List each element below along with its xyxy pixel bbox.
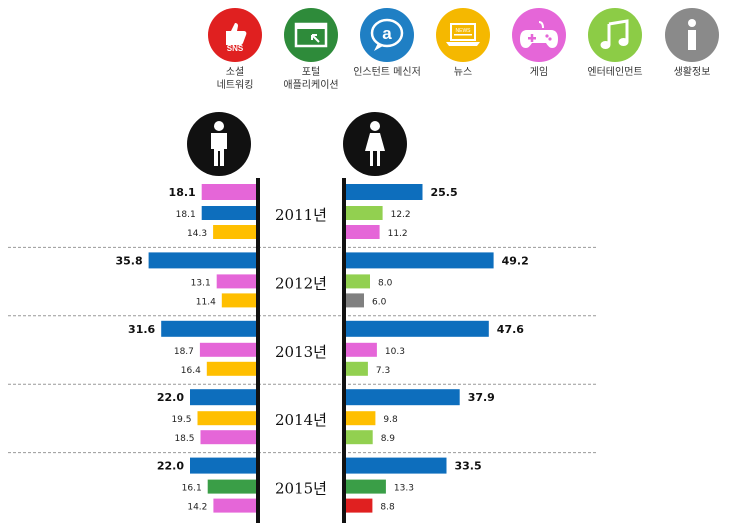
legend-item-life: 생활정보	[652, 8, 732, 79]
year-label: 2011년	[275, 206, 327, 224]
male-value-label: 13.1	[191, 278, 211, 288]
female-axis-line	[342, 178, 346, 523]
female-bar-im	[346, 389, 460, 406]
male-value-label: 35.8	[115, 254, 142, 267]
legend-label: 소셜 네트워킹	[216, 67, 254, 91]
female-bar-game	[346, 225, 380, 239]
male-bar-news	[221, 293, 256, 308]
male-bar-im	[148, 252, 256, 269]
female-value-label: 8.8	[380, 503, 395, 513]
male-bar-im	[190, 457, 256, 474]
female-bar-im	[346, 457, 447, 474]
laptop-news-icon: NEWS	[436, 8, 490, 62]
female-bar-ent	[346, 206, 383, 220]
female-value-label: 47.6	[497, 323, 524, 336]
male-value-label: 14.3	[187, 229, 207, 239]
legend-item-sns: SNS 소셜 네트워킹	[195, 8, 275, 92]
svg-text:a: a	[382, 24, 392, 43]
speech-bubble-a-icon: a	[360, 8, 414, 62]
legend-label: 엔터테인먼트	[587, 67, 643, 78]
legend-item-news: NEWS 뉴스	[423, 8, 503, 79]
year-label: 2014년	[275, 411, 327, 429]
gamepad-icon	[512, 8, 566, 62]
female-value-label: 49.2	[502, 254, 529, 267]
legend-label: 인스턴트 메신저	[353, 67, 421, 78]
male-bar-game	[200, 430, 256, 445]
female-bar-sns	[346, 498, 373, 513]
male-bar-im	[161, 320, 256, 337]
female-bar-life	[346, 293, 364, 308]
male-value-label: 14.2	[187, 503, 207, 513]
male-bar-game	[201, 184, 256, 200]
legend-label: 생활정보	[673, 67, 711, 78]
male-value-label: 18.1	[169, 186, 196, 199]
male-value-label: 18.5	[174, 434, 194, 444]
year-label: 2015년	[275, 480, 327, 498]
male-bar-game	[199, 342, 256, 357]
male-value-label: 18.1	[176, 210, 196, 220]
female-value-label: 6.0	[372, 297, 387, 307]
female-bar-ent	[346, 430, 373, 445]
male-value-label: 31.6	[128, 323, 155, 336]
browser-window-icon	[284, 8, 338, 62]
female-bar-portal	[346, 479, 386, 494]
male-bar-game	[213, 498, 256, 513]
info-icon	[665, 8, 719, 62]
male-value-label: 11.4	[196, 297, 216, 307]
male-value-label: 16.1	[182, 484, 202, 494]
female-value-label: 9.8	[383, 415, 398, 425]
male-value-label: 22.0	[157, 460, 184, 473]
male-bar-im	[190, 389, 256, 406]
female-bar-im	[346, 252, 494, 269]
male-bar-news	[213, 225, 256, 239]
year-label: 2012년	[275, 274, 327, 292]
male-bar-im	[201, 206, 256, 220]
legend-item-im: a 인스턴트 메신저	[347, 8, 427, 79]
svg-text:NEWS: NEWS	[456, 28, 472, 34]
male-axis-line	[256, 178, 260, 523]
female-value-label: 25.5	[431, 186, 458, 199]
legend-label: 포털 애플리케이션	[283, 67, 339, 91]
female-value-label: 10.3	[385, 347, 405, 357]
female-value-label: 11.2	[388, 229, 408, 239]
female-value-label: 7.3	[376, 366, 390, 376]
female-bar-game	[346, 342, 377, 357]
legend-item-game: 게임	[499, 8, 579, 79]
music-note-icon	[588, 8, 642, 62]
female-value-label: 33.5	[455, 460, 482, 473]
female-value-label: 37.9	[468, 391, 495, 404]
legend-label: 게임	[529, 67, 549, 78]
female-bar-news	[346, 411, 376, 426]
svg-text:SNS: SNS	[227, 44, 244, 53]
male-bar-news	[206, 361, 256, 376]
male-bar-game	[216, 274, 256, 289]
female-bar-ent	[346, 361, 368, 376]
thumbs-up-sns-icon: SNS	[208, 8, 262, 62]
legend-label: 뉴스	[453, 67, 473, 78]
male-bar-news	[197, 411, 256, 426]
male-bar-portal	[207, 479, 256, 494]
male-value-label: 19.5	[171, 415, 191, 425]
year-label: 2013년	[275, 343, 327, 361]
female-bar-im	[346, 320, 489, 337]
female-icon	[343, 112, 407, 176]
female-bar-im	[346, 184, 423, 200]
female-value-label: 8.9	[381, 434, 396, 444]
female-bar-ent	[346, 274, 370, 289]
male-value-label: 18.7	[174, 347, 194, 357]
female-value-label: 8.0	[378, 278, 393, 288]
female-value-label: 12.2	[391, 210, 411, 220]
legend-item-portal: 포털 애플리케이션	[271, 8, 351, 92]
legend-item-ent: 엔터테인먼트	[575, 8, 655, 79]
male-value-label: 22.0	[157, 391, 184, 404]
male-value-label: 16.4	[181, 366, 201, 376]
female-value-label: 13.3	[394, 484, 414, 494]
category-legend: SNS 소셜 네트워킹 포털 애플리케이션 a 인스턴트 메신저 NEWS 뉴스 게임 엔터테인…	[0, 0, 732, 110]
male-icon	[187, 112, 251, 176]
